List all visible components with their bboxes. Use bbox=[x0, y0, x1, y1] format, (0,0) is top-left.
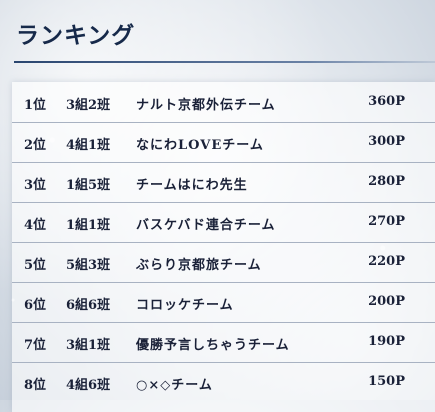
points-value: 150P bbox=[368, 374, 405, 389]
rank-label: 7位 bbox=[24, 338, 47, 353]
points-value: 220P bbox=[368, 254, 405, 269]
rank-label: 4位 bbox=[24, 218, 47, 233]
rank-label: 1位 bbox=[24, 98, 47, 113]
rank-label: 6位 bbox=[24, 298, 47, 313]
team-name: バスケバド連合チーム bbox=[136, 218, 276, 233]
points-value: 360P bbox=[368, 94, 405, 109]
team-name: ○×◇チーム bbox=[136, 378, 213, 393]
ranking-row-4: 4位 1組1班 バスケバド連合チーム 270P bbox=[12, 202, 435, 243]
rank-label: 5位 bbox=[24, 258, 47, 273]
ranking-row-2: 2位 4組1班 なにわLOVEチーム 300P bbox=[12, 122, 435, 163]
points-value: 190P bbox=[368, 334, 405, 349]
team-name: 優勝予言しちゃうチーム bbox=[136, 338, 290, 353]
group-label: 3組2班 bbox=[66, 98, 111, 113]
ranking-row-7: 7位 3組1班 優勝予言しちゃうチーム 190P bbox=[12, 322, 435, 363]
ranking-row-8: 8位 4組6班 ○×◇チーム 150P bbox=[12, 362, 435, 400]
page-title: ランキング bbox=[16, 23, 136, 49]
group-label: 6組6班 bbox=[66, 298, 111, 313]
team-name: チームはにわ先生 bbox=[136, 178, 248, 193]
group-label: 4組1班 bbox=[66, 138, 111, 153]
ranking-row-6: 6位 6組6班 コロッケチーム 200P bbox=[12, 282, 435, 323]
team-name: ぶらり京都旅チーム bbox=[136, 258, 262, 273]
title-divider bbox=[14, 61, 435, 63]
group-label: 5組3班 bbox=[66, 258, 111, 273]
ranking-row-5: 5位 5組3班 ぶらり京都旅チーム 220P bbox=[12, 242, 435, 283]
group-label: 1組5班 bbox=[66, 178, 111, 193]
rank-label: 2位 bbox=[24, 138, 47, 153]
group-label: 3組1班 bbox=[66, 338, 111, 353]
team-name: なにわLOVEチーム bbox=[136, 138, 264, 153]
team-name: ナルト京都外伝チーム bbox=[136, 98, 276, 113]
points-value: 300P bbox=[368, 134, 405, 149]
ranking-row-3: 3位 1組5班 チームはにわ先生 280P bbox=[12, 162, 435, 203]
group-label: 4組6班 bbox=[66, 378, 111, 393]
points-value: 200P bbox=[368, 294, 405, 309]
rank-label: 3位 bbox=[24, 178, 47, 193]
points-value: 280P bbox=[368, 174, 405, 189]
group-label: 1組1班 bbox=[66, 218, 111, 233]
points-value: 270P bbox=[368, 214, 405, 229]
ranking-panel bbox=[12, 82, 435, 412]
team-name: コロッケチーム bbox=[136, 298, 234, 313]
ranking-row-1: 1位 3組2班 ナルト京都外伝チーム 360P bbox=[12, 82, 435, 123]
rank-label: 8位 bbox=[24, 378, 47, 393]
